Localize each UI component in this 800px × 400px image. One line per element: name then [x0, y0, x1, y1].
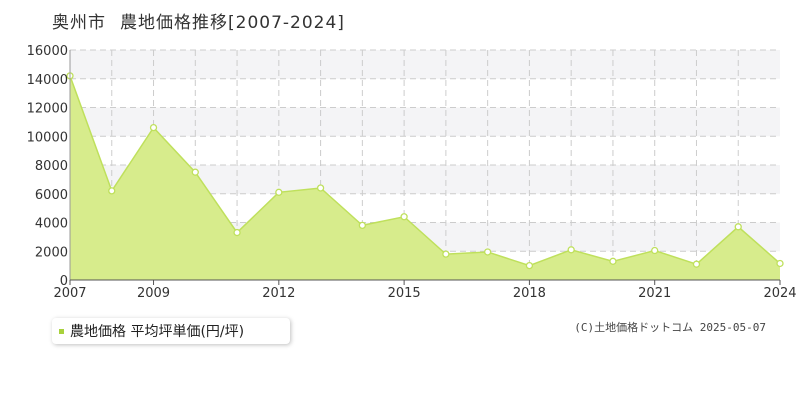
data-point	[275, 188, 283, 196]
data-point	[651, 246, 659, 255]
grid-band	[70, 107, 780, 137]
data-point	[149, 123, 158, 132]
data-point	[442, 250, 450, 258]
data-point	[692, 260, 701, 268]
area-chart: 0 2000 4000 6000 8000 10000 12000 14000 16000 200…	[27, 44, 797, 301]
x-tick-label: 2018	[513, 286, 546, 301]
data-point	[191, 168, 199, 176]
y-tick-label: 0	[60, 274, 68, 289]
y-tick-label: 8000	[35, 159, 68, 174]
x-tick-label: 2007	[53, 286, 86, 301]
data-point	[358, 221, 367, 230]
y-tick-label: 6000	[35, 188, 68, 203]
data-point	[400, 213, 408, 221]
chart-title: 奥州市 農地価格推移[2007-2024]	[52, 8, 345, 33]
y-tick-label: 12000	[27, 102, 68, 117]
data-point	[316, 184, 325, 192]
x-tick-label: 2012	[262, 286, 295, 301]
y-tick-label: 16000	[27, 44, 68, 59]
x-tick-label: 2015	[388, 286, 421, 301]
legend-label: 農地価格 平均坪単価(円/坪)	[70, 324, 245, 340]
title-subject: 農地価格推移[2007-2024]	[120, 13, 345, 33]
data-point	[483, 248, 492, 256]
data-point	[567, 246, 575, 254]
data-point	[776, 259, 784, 268]
data-point	[233, 228, 241, 237]
x-tick-label: 2009	[137, 286, 170, 301]
x-tick-label: 2021	[638, 286, 671, 301]
legend-swatch	[59, 328, 64, 334]
y-tick-label: 4000	[35, 217, 68, 232]
legend: 農地価格 平均坪単価(円/坪)	[52, 318, 290, 344]
y-tick-label: 2000	[35, 245, 68, 260]
series-area	[70, 75, 780, 280]
y-tick-label: 10000	[27, 130, 68, 145]
data-point	[734, 223, 742, 231]
data-point	[609, 257, 617, 265]
data-point	[525, 261, 534, 270]
data-point	[108, 187, 116, 195]
copyright-text: (C)土地価格ドットコム 2025-05-07	[574, 321, 766, 334]
grid-band	[70, 50, 780, 79]
title-region: 奥州市	[52, 13, 106, 33]
y-tick-label: 14000	[27, 73, 68, 88]
series-line	[69, 75, 781, 267]
x-tick-label: 2024	[763, 286, 796, 301]
